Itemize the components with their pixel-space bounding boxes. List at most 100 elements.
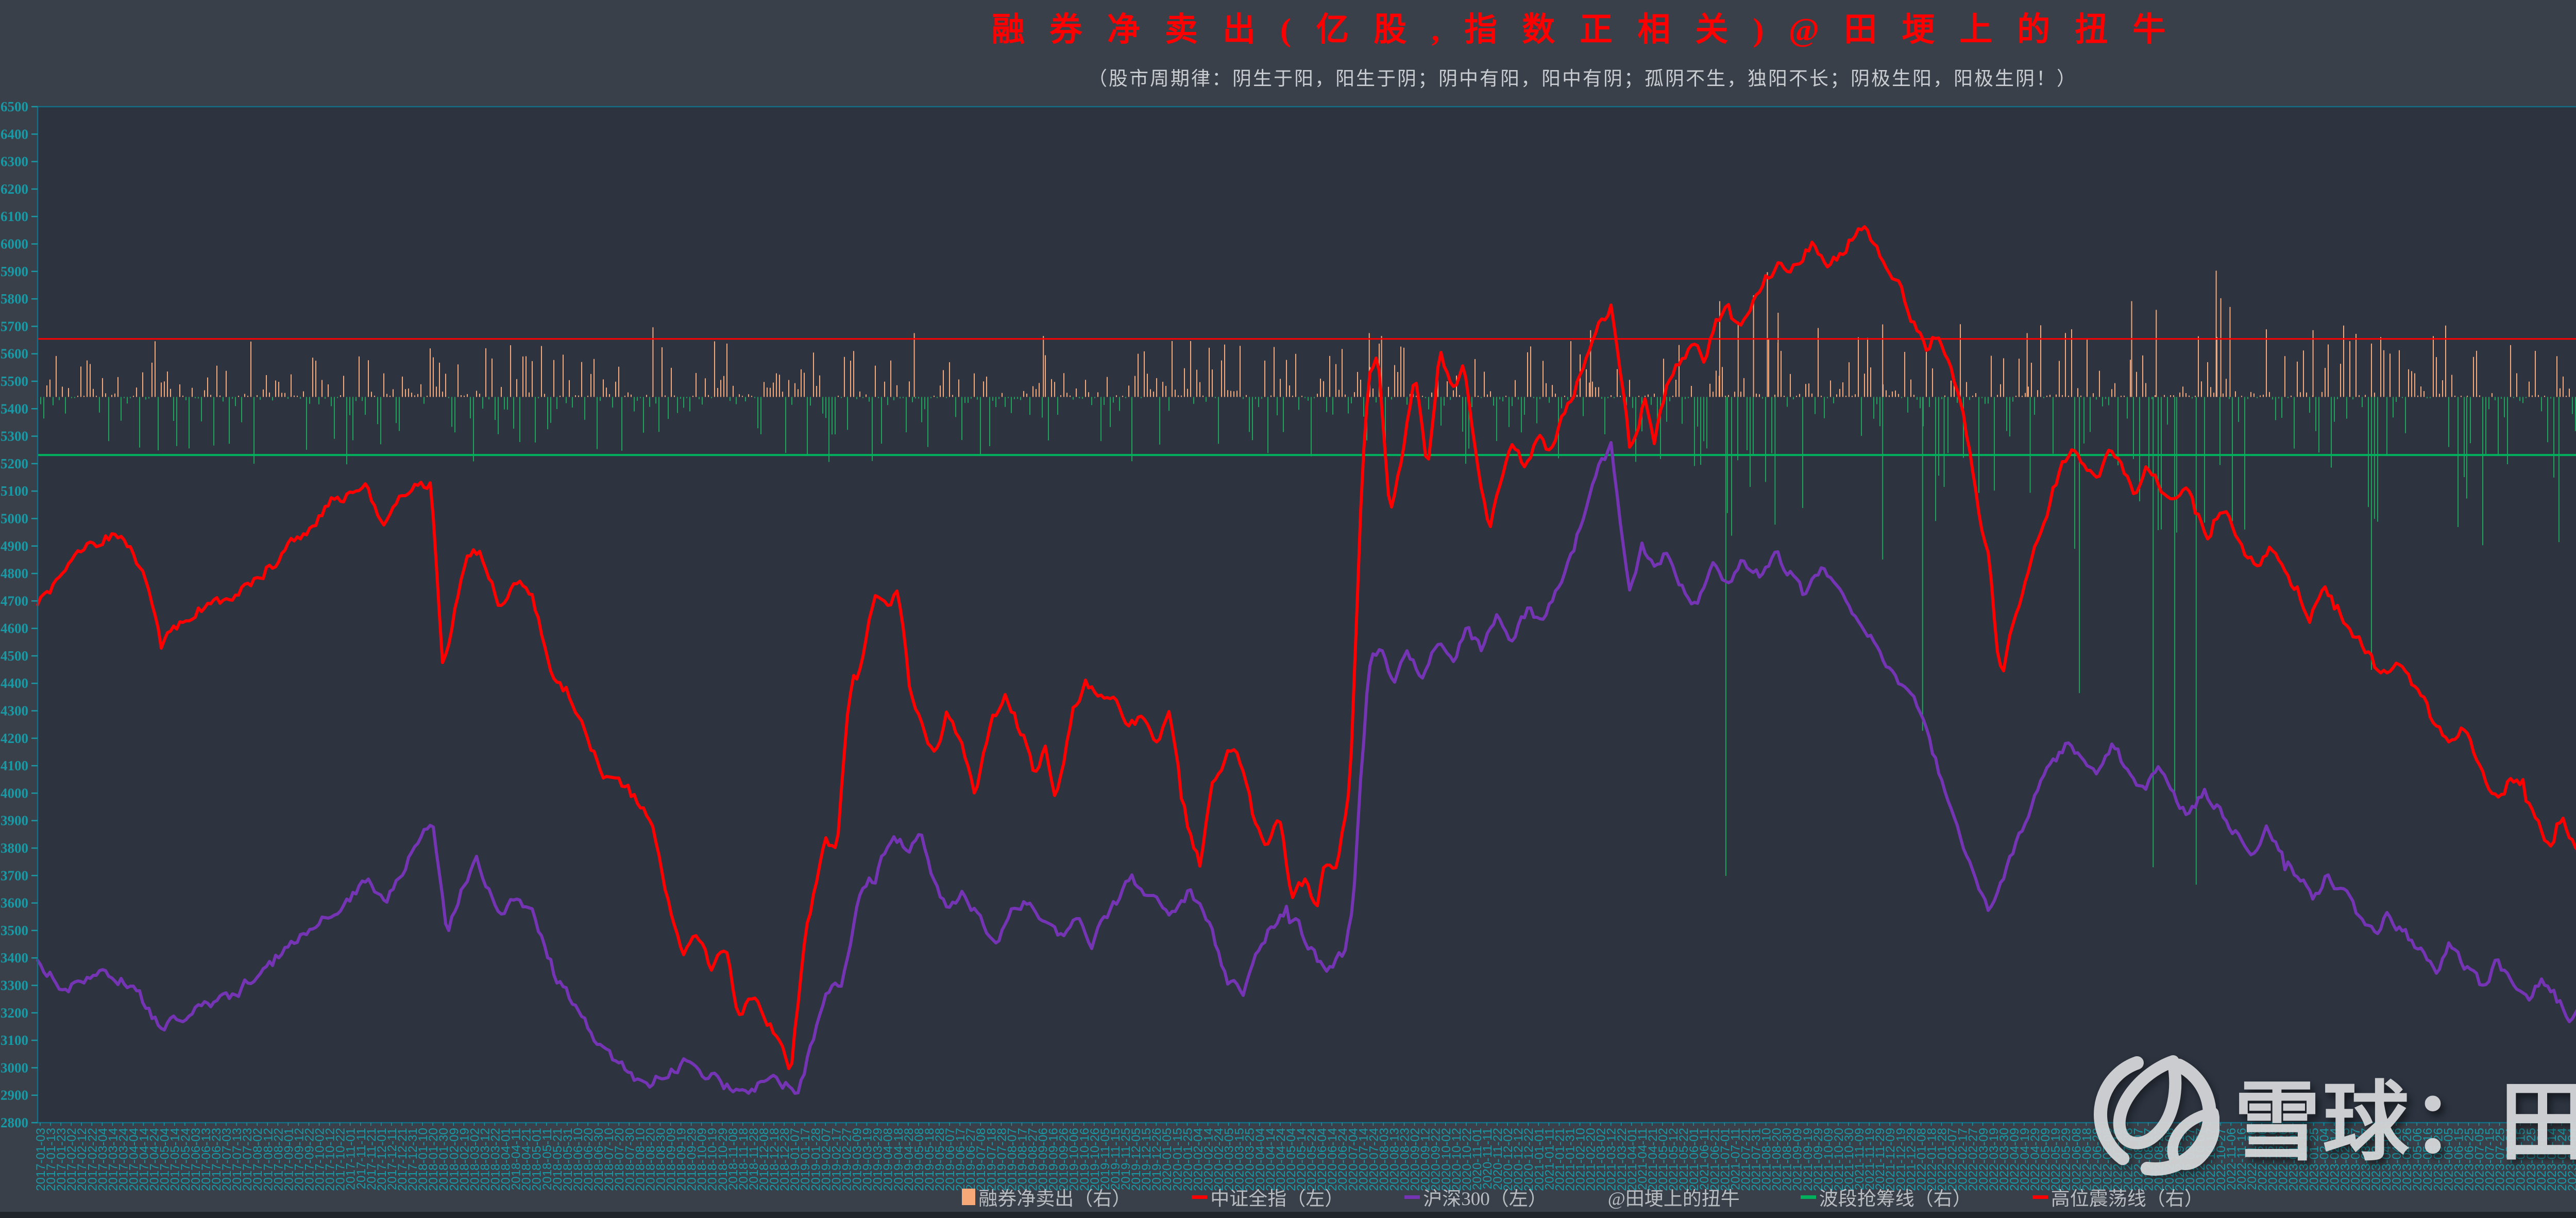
svg-text:2018-10-29: 2018-10-29: [716, 1128, 730, 1191]
svg-text:6300: 6300: [1, 154, 28, 170]
svg-text:2019-10-16: 2019-10-16: [1078, 1128, 1092, 1191]
svg-text:2022-03-09: 2022-03-09: [1977, 1128, 1991, 1191]
svg-text:2020-01-25: 2020-01-25: [1181, 1128, 1195, 1191]
svg-text:2019-02-27: 2019-02-27: [840, 1128, 854, 1191]
svg-text:2019-08-07: 2019-08-07: [1005, 1128, 1019, 1191]
svg-text:2020-07-24: 2020-07-24: [1367, 1128, 1381, 1191]
svg-text:2018-11-08: 2018-11-08: [726, 1128, 740, 1190]
svg-text:2021-07-01: 2021-07-01: [1718, 1128, 1732, 1191]
svg-text:2018-08-20: 2018-08-20: [643, 1128, 657, 1191]
svg-text:2023-02-14: 2023-02-14: [2328, 1128, 2342, 1191]
svg-text:2018-10-09: 2018-10-09: [696, 1128, 709, 1191]
svg-text:2017-05-04: 2017-05-04: [158, 1128, 172, 1191]
svg-text:2021-12-09: 2021-12-09: [1884, 1128, 1897, 1191]
svg-text:5900: 5900: [1, 264, 28, 279]
svg-text:2023-01-15: 2023-01-15: [2297, 1128, 2311, 1191]
svg-text:2017-08-12: 2017-08-12: [261, 1128, 275, 1191]
svg-text:2017-12-01: 2017-12-01: [375, 1128, 389, 1191]
svg-text:2021-11-29: 2021-11-29: [1873, 1128, 1887, 1190]
svg-text:2020-02-14: 2020-02-14: [1201, 1128, 1215, 1191]
svg-text:2020-03-25: 2020-03-25: [1243, 1128, 1257, 1191]
svg-text:2020-12-22: 2020-12-22: [1522, 1128, 1536, 1191]
svg-text:2017-02-02: 2017-02-02: [65, 1128, 79, 1191]
svg-text:2018-09-09: 2018-09-09: [664, 1128, 678, 1191]
svg-text:2023-03-17: 2023-03-17: [2359, 1128, 2373, 1191]
svg-text:2017-03-04: 2017-03-04: [96, 1128, 110, 1191]
watermark-text: 雪球：田埂上的扭牛: [2234, 1073, 2576, 1171]
svg-text:4000: 4000: [1, 785, 28, 801]
svg-text:2020-08-23: 2020-08-23: [1398, 1128, 1412, 1191]
svg-text:2023-08-25: 2023-08-25: [2524, 1128, 2538, 1191]
svg-text:2019-12-26: 2019-12-26: [1150, 1128, 1164, 1191]
svg-text:2022-01-18: 2022-01-18: [1925, 1128, 1939, 1191]
legend-label-3: @田埂上的扭牛: [1607, 1189, 1740, 1210]
svg-text:2019-03-09: 2019-03-09: [851, 1128, 865, 1191]
svg-text:2022-04-19: 2022-04-19: [2018, 1128, 2032, 1191]
svg-text:2018-04-21: 2018-04-21: [520, 1128, 534, 1191]
svg-text:2023-03-07: 2023-03-07: [2349, 1128, 2363, 1191]
svg-text:2020-03-15: 2020-03-15: [1233, 1128, 1247, 1191]
svg-text:2022-02-17: 2022-02-17: [1956, 1128, 1970, 1191]
svg-text:2020-03-05: 2020-03-05: [1223, 1128, 1236, 1191]
svg-text:4500: 4500: [1, 648, 28, 664]
svg-text:2023-03-27: 2023-03-27: [2369, 1128, 2383, 1191]
svg-text:2019-09-06: 2019-09-06: [1037, 1128, 1050, 1191]
svg-text:2020-06-14: 2020-06-14: [1326, 1128, 1340, 1191]
svg-text:2021-06-01: 2021-06-01: [1687, 1128, 1701, 1191]
svg-text:2020-08-13: 2020-08-13: [1387, 1128, 1401, 1191]
svg-text:2021-09-19: 2021-09-19: [1801, 1128, 1815, 1191]
svg-text:2018-04-11: 2018-04-11: [510, 1128, 523, 1190]
svg-text:2018-06-30: 2018-06-30: [592, 1128, 606, 1191]
svg-text:5700: 5700: [1, 318, 28, 334]
svg-text:2020-06-24: 2020-06-24: [1336, 1128, 1350, 1191]
svg-text:2021-03-22: 2021-03-22: [1615, 1128, 1629, 1191]
legend-label-0: 融券净卖出（右）: [978, 1189, 1131, 1210]
svg-text:2023-05-26: 2023-05-26: [2431, 1128, 2445, 1191]
svg-text:2022-05-09: 2022-05-09: [2039, 1128, 2053, 1191]
chart-title: 融 券 净 卖 出 ( 亿 股 , 指 数 正 相 关 ) @ 田 埂 上 的 …: [991, 11, 2174, 48]
svg-text:2017-06-23: 2017-06-23: [210, 1128, 224, 1191]
svg-text:5100: 5100: [1, 483, 28, 499]
legend-item-0: 融券净卖出（右）: [962, 1183, 1131, 1211]
svg-text:2022-03-30: 2022-03-30: [1997, 1128, 2011, 1191]
svg-text:2018-07-20: 2018-07-20: [613, 1128, 626, 1191]
svg-text:6000: 6000: [1, 236, 28, 251]
svg-text:2017-09-12: 2017-09-12: [292, 1128, 306, 1191]
svg-text:2020-10-22: 2020-10-22: [1460, 1128, 1474, 1191]
svg-text:2021-12-29: 2021-12-29: [1904, 1128, 1918, 1191]
svg-text:2017-07-23: 2017-07-23: [241, 1128, 255, 1191]
svg-text:2019-04-08: 2019-04-08: [882, 1128, 895, 1191]
svg-text:2023-08-04: 2023-08-04: [2504, 1128, 2518, 1191]
svg-text:3900: 3900: [1, 813, 28, 828]
svg-text:2017-10-22: 2017-10-22: [334, 1128, 348, 1191]
svg-text:2019-03-19: 2019-03-19: [861, 1128, 875, 1191]
svg-text:2019-04-28: 2019-04-28: [902, 1128, 916, 1191]
svg-text:2019-06-17: 2019-06-17: [954, 1128, 968, 1191]
svg-text:2019-12-05: 2019-12-05: [1129, 1128, 1143, 1191]
chart-legend: 融券净卖出（右） 中证全指（左） 沪深300（左） @田埂上的扭牛 波段抢筹线（右） 高位…: [0, 1182, 2576, 1212]
svg-text:2020-01-05: 2020-01-05: [1160, 1128, 1174, 1191]
svg-text:2023-06-05: 2023-06-05: [2442, 1128, 2455, 1191]
svg-text:4700: 4700: [1, 593, 28, 608]
svg-text:2019-07-28: 2019-07-28: [995, 1128, 1009, 1191]
svg-text:2022-02-27: 2022-02-27: [1967, 1128, 1980, 1191]
xueqiu-snowball-logo: [2094, 1053, 2219, 1176]
svg-text:2021-10-09: 2021-10-09: [1822, 1128, 1836, 1191]
svg-text:2020-11-11: 2020-11-11: [1481, 1128, 1495, 1189]
svg-text:2018-07-10: 2018-07-10: [602, 1128, 616, 1191]
svg-text:2021-01-31: 2021-01-31: [1563, 1128, 1577, 1191]
svg-text:2020-05-04: 2020-05-04: [1284, 1128, 1298, 1191]
svg-text:2020-07-14: 2020-07-14: [1357, 1128, 1370, 1191]
svg-text:6200: 6200: [1, 181, 28, 197]
legend-label-4: 波段抢筹线（右）: [1819, 1189, 1972, 1210]
svg-text:2019-05-18: 2019-05-18: [923, 1128, 937, 1191]
svg-text:2018-09-19: 2018-09-19: [675, 1128, 689, 1191]
svg-text:2019-01-28: 2019-01-28: [809, 1128, 823, 1191]
svg-text:3700: 3700: [1, 868, 28, 883]
svg-text:2021-05-12: 2021-05-12: [1667, 1128, 1681, 1191]
legend-item-1: 中证全指（左）: [1192, 1183, 1344, 1211]
svg-text:2019-10-26: 2019-10-26: [1088, 1128, 1102, 1191]
svg-text:2019-07-18: 2019-07-18: [985, 1128, 998, 1191]
